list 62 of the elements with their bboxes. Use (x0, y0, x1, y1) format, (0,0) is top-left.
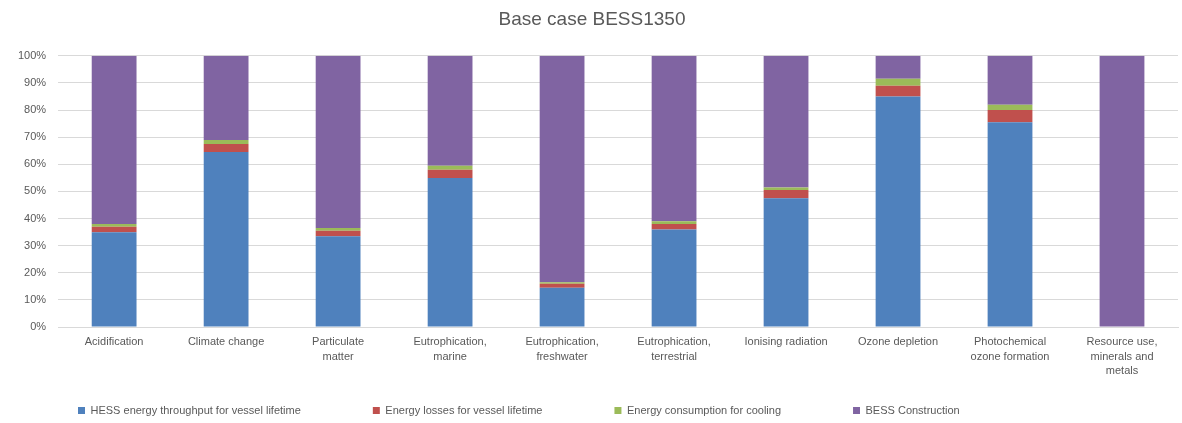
legend-label: Energy losses for vessel lifetime (385, 403, 543, 416)
y-tick-label: 10% (24, 293, 47, 305)
bar (651, 55, 697, 222)
bar (875, 55, 921, 79)
legend-label: Energy consumption for cooling (626, 403, 782, 416)
y-tick-label: 20% (24, 265, 47, 278)
y-tick-label: 70% (24, 130, 47, 143)
bar (987, 104, 1033, 111)
bar (91, 55, 137, 225)
y-tick-label: 60% (24, 157, 47, 170)
bar (875, 96, 921, 327)
x-tick-label: Eutrophication, marine (413, 335, 487, 362)
legend-label: BESS Construction (865, 403, 960, 416)
y-tick-label: 90% (24, 75, 47, 88)
bar (763, 187, 809, 191)
y-tick-label: 100% (17, 48, 47, 61)
bar (539, 283, 585, 288)
bar (427, 169, 473, 178)
bar (203, 139, 249, 144)
x-tick-label: Resource use, minerals and metals (1086, 335, 1158, 376)
bar (763, 55, 809, 188)
y-tick-label: 40% (24, 211, 47, 224)
x-tick-label: Particulate matter (312, 335, 365, 362)
legend-label: HESS energy throughput for vessel lifetime (90, 403, 301, 416)
y-tick-label: 30% (24, 238, 47, 251)
x-tick-label: Eutrophication, freshwater (525, 335, 599, 362)
bar (763, 198, 809, 327)
bar (987, 55, 1033, 105)
x-tick-label: Climate change (187, 335, 265, 348)
bar (91, 224, 137, 227)
bar (427, 165, 473, 170)
bar (763, 190, 809, 199)
bar (91, 232, 137, 327)
chart-title: Base case BESS1350 (498, 7, 686, 29)
bar (987, 122, 1033, 327)
bar (203, 143, 249, 153)
x-tick-label: Ozone depletion (857, 335, 939, 348)
bar (427, 177, 473, 327)
x-tick-label: Eutrophication, terrestrial (637, 335, 711, 362)
bar (315, 236, 361, 327)
y-tick-label: 50% (24, 184, 47, 197)
bar (987, 110, 1033, 123)
bar (875, 85, 921, 97)
bar (203, 152, 249, 327)
bar (315, 230, 361, 237)
bar (315, 55, 361, 229)
bar (651, 221, 697, 225)
y-tick-label: 0% (30, 320, 47, 333)
bar (203, 55, 249, 140)
x-tick-label: Ionising radiation (744, 335, 828, 348)
bar (539, 55, 585, 283)
bar (315, 228, 361, 231)
bar (1099, 55, 1145, 327)
bar (427, 55, 473, 166)
x-tick-label: Acidification (84, 335, 144, 348)
bar (91, 226, 137, 233)
bar (651, 224, 697, 230)
x-tick-label: Photochemical ozone formation (970, 335, 1050, 362)
bar (539, 287, 585, 327)
bar (875, 78, 921, 86)
y-tick-label: 80% (24, 103, 47, 116)
bar (651, 229, 697, 327)
